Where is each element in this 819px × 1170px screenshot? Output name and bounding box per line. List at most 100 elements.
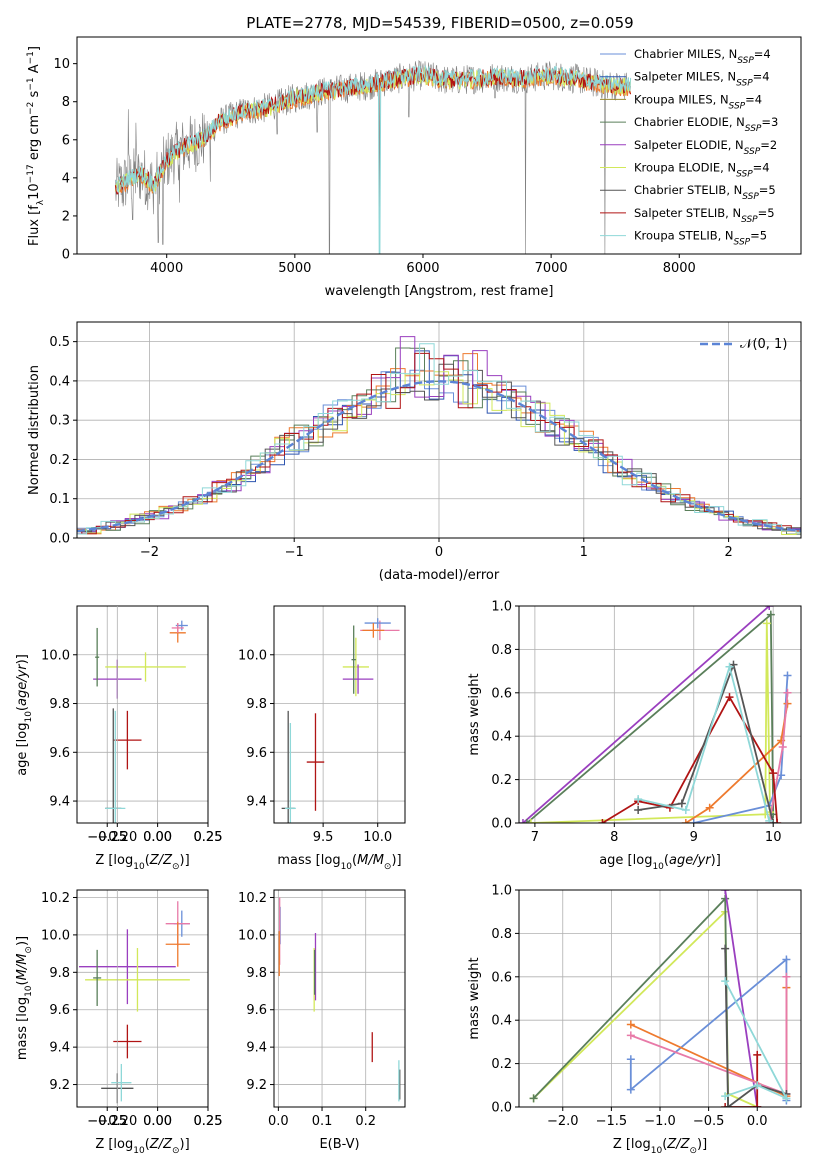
y-tick-label: 0.3 <box>49 414 70 429</box>
age_vs_Z-y-label-part: )] <box>15 654 30 664</box>
massweight_vs_Z-y-label: mass weight <box>467 957 482 1039</box>
y-tick-label: 0.6 <box>491 970 512 985</box>
weight-series-marker <box>773 819 782 823</box>
errorbar-point <box>364 618 391 628</box>
mass_vs_ebv-frame <box>273 889 406 1108</box>
weight-series-marker <box>765 606 774 610</box>
figure-title: PLATE=2778, MJD=54539, FIBERID=0500, z=0… <box>246 14 633 32</box>
errorbar-point <box>342 664 374 694</box>
x-tick-label: −0.25 <box>87 830 127 845</box>
x-tick-label: 0.0 <box>268 1114 289 1129</box>
y-tick-label: 0.2 <box>491 1057 512 1072</box>
massweight_vs_age-lines <box>519 606 792 823</box>
age_vs_mass-axes: 9.5 10.0 9.4 9.6 9.8 10.0 <box>238 606 405 845</box>
y-tick-label: 9.4 <box>246 1041 267 1056</box>
legend-label-part: =4 <box>754 47 771 61</box>
weight-series-line <box>638 661 775 823</box>
age_vs_Z-x-label-part: Z [log <box>95 853 133 868</box>
mass_vs_Z-y-label-part: mass [log <box>15 997 30 1060</box>
x-tick-label: −2.0 <box>547 1114 579 1129</box>
errorbar-point <box>93 949 102 1006</box>
y-tick-label: 0.0 <box>49 532 70 547</box>
age_vs_mass-x-label-part: 10 <box>341 862 353 872</box>
normal-curve <box>77 380 801 533</box>
y-tick-label: 9.6 <box>49 746 70 761</box>
legend-label-part: SSP <box>737 56 754 66</box>
weight-series-marker <box>721 894 730 903</box>
weight-series-marker <box>783 671 792 680</box>
y-tick-label: 10 <box>53 57 70 72</box>
age_vs_Z-y-label-part: 10 <box>24 711 34 723</box>
x-tick-label: 9 <box>690 830 698 845</box>
age_vs_Z-y-label: age [log10(age/yr)] <box>15 654 34 776</box>
weight-series-marker <box>766 610 775 619</box>
weight-series-marker <box>626 1020 635 1029</box>
histogram-x-label: (data-model)/error <box>379 568 500 583</box>
spectrum-y-label-part: −1 <box>26 77 36 90</box>
legend-label: Kroupa MILES, NSSP=4 <box>634 92 762 111</box>
x-tick-label: 0 <box>435 545 443 560</box>
legend-label-part: =4 <box>753 161 770 175</box>
age_vs_Z-x-label-part: Z/Z <box>149 853 173 868</box>
x-tick-label: −1.0 <box>644 1114 676 1129</box>
spectrum-x-label: wavelength [Angstrom, rest frame] <box>325 284 554 299</box>
x-tick-label: 7000 <box>535 261 568 276</box>
weight-series-marker <box>721 1092 730 1101</box>
y-tick-label: 1.0 <box>491 600 512 615</box>
mass_vs_Z-y-label-part: )] <box>15 936 30 946</box>
y-tick-label: 9.8 <box>49 697 70 712</box>
y-tick-label: 9.4 <box>49 795 70 810</box>
weight-series-marker <box>626 1055 635 1064</box>
mass_vs_Z-x-label-part: ⊙ <box>172 1146 180 1156</box>
massweight_vs_age-x-label-part: age [log <box>599 853 652 868</box>
errorbar-point <box>105 710 126 823</box>
age_vs_Z-x-label-part: ⊙ <box>172 862 180 872</box>
y-tick-label: 0 <box>62 248 70 263</box>
x-tick-label: 0.00 <box>143 830 172 845</box>
x-tick-label: −0.25 <box>87 1114 127 1129</box>
weight-series-marker <box>529 1094 538 1103</box>
mass_vs_Z-x-label-part: Z [log <box>95 1137 133 1152</box>
errorbar-point <box>284 723 296 823</box>
weight-series-line <box>637 663 771 822</box>
weight-series-marker <box>762 619 771 628</box>
spectrum-y-label-part: −2 <box>26 102 36 115</box>
legend-label-part: SSP <box>736 170 753 180</box>
mass_vs_ebv-axes: 0.0 0.1 0.2 9.2 9.4 9.6 9.8 10.0 10.2 <box>238 890 405 1129</box>
x-tick-label: 0.00 <box>143 1114 172 1129</box>
legend-label: 𝒩(0, 1) <box>740 337 787 352</box>
spectrum-y-label-part: ] <box>27 46 42 51</box>
weight-series-marker <box>681 819 690 823</box>
legend-label-part: SSP <box>745 124 762 134</box>
mass_vs_ebv-x-label: E(B-V) <box>319 1137 359 1152</box>
mass_vs_ebv-x-label-part: E(B-V) <box>319 1137 359 1152</box>
errorbar-point <box>95 627 100 687</box>
legend-label-part: =4 <box>745 92 762 106</box>
weight-series-marker <box>634 805 643 814</box>
mass_vs_Z-y-label-part: 10 <box>24 985 34 997</box>
weight-series-marker <box>626 1031 635 1040</box>
x-tick-label: 0.0 <box>747 1114 768 1129</box>
weight-series-marker <box>778 743 787 752</box>
y-tick-label: 0.0 <box>491 1101 512 1116</box>
y-tick-label: 0.5 <box>49 335 70 350</box>
weight-series-line <box>601 695 779 823</box>
legend-label-part: Kroupa MILES, N <box>634 92 729 106</box>
legend-label: Chabrier STELIB, NSSP=5 <box>634 183 776 202</box>
y-tick-label: 9.2 <box>246 1078 267 1093</box>
x-tick-label: 2 <box>724 545 732 560</box>
age_vs_Z-y-label-part: ( <box>15 706 30 711</box>
age_vs_mass-errorbars <box>281 618 400 823</box>
y-tick-label: 0.4 <box>49 374 70 389</box>
weight-series-marker <box>753 1050 762 1059</box>
errorbar-point <box>113 710 142 770</box>
legend-label: Kroupa ELODIE, NSSP=4 <box>634 161 770 180</box>
age_vs_Z-x-label-part: )] <box>180 853 190 868</box>
legend-label-part: SSP <box>742 192 759 202</box>
x-tick-label: 0.00 <box>143 830 172 845</box>
legend-label: Salpeter STELIB, NSSP=5 <box>634 206 775 225</box>
massweight_vs_age-frame <box>518 605 802 824</box>
weight-series-marker <box>783 688 792 697</box>
weight-series-marker <box>724 1103 733 1107</box>
